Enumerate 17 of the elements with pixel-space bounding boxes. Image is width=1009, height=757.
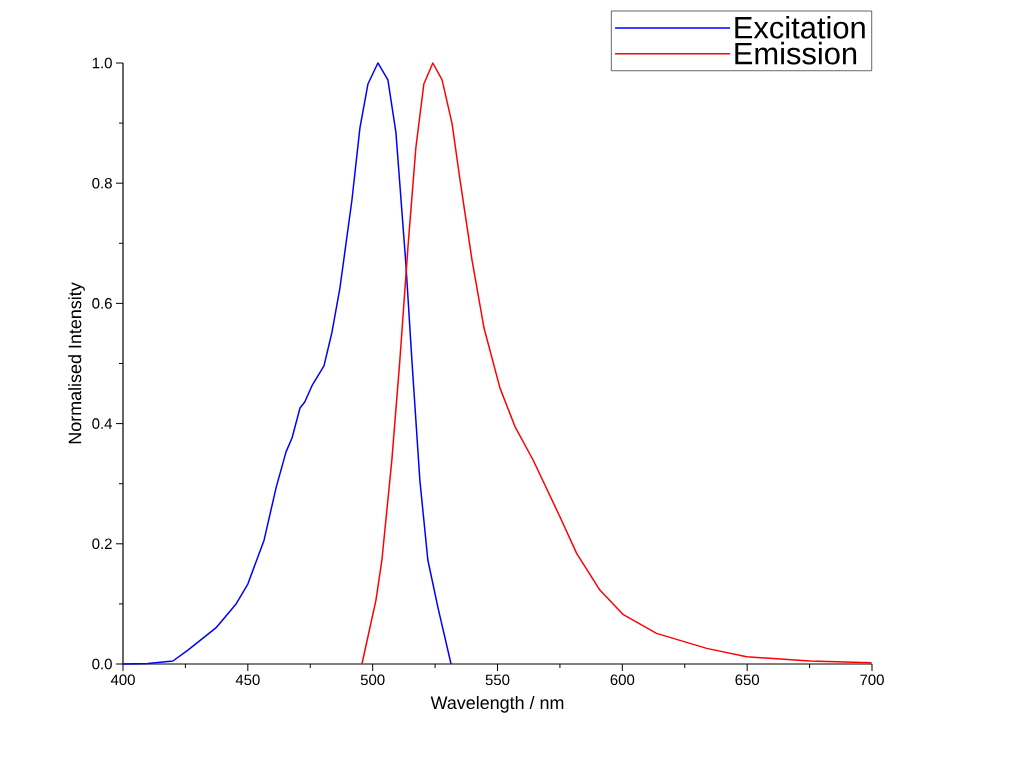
y-tick-label: 0.6 xyxy=(92,298,112,309)
y-tick-label: 0.4 xyxy=(92,418,113,429)
x-tick-label: 500 xyxy=(360,674,385,686)
y-tick-label: 0.8 xyxy=(92,177,112,189)
y-tick-label: 0.0 xyxy=(92,658,112,670)
y-axis-title: Normalised Intensity xyxy=(68,282,85,444)
legend-label: Emission xyxy=(735,41,857,65)
x-tick-label: 650 xyxy=(735,674,760,686)
x-tick-label: 600 xyxy=(610,674,635,686)
x-tick-label: 400 xyxy=(110,674,135,686)
legend-label: Excitation xyxy=(735,15,865,39)
x-tick-label: 700 xyxy=(860,674,884,686)
x-tick-label: 550 xyxy=(485,674,510,686)
y-tick-label: 1.0 xyxy=(92,57,112,69)
y-tick-label: 0.2 xyxy=(92,538,112,550)
x-axis-title: Wavelength / nm xyxy=(430,695,564,713)
x-tick-label: 450 xyxy=(235,674,260,686)
